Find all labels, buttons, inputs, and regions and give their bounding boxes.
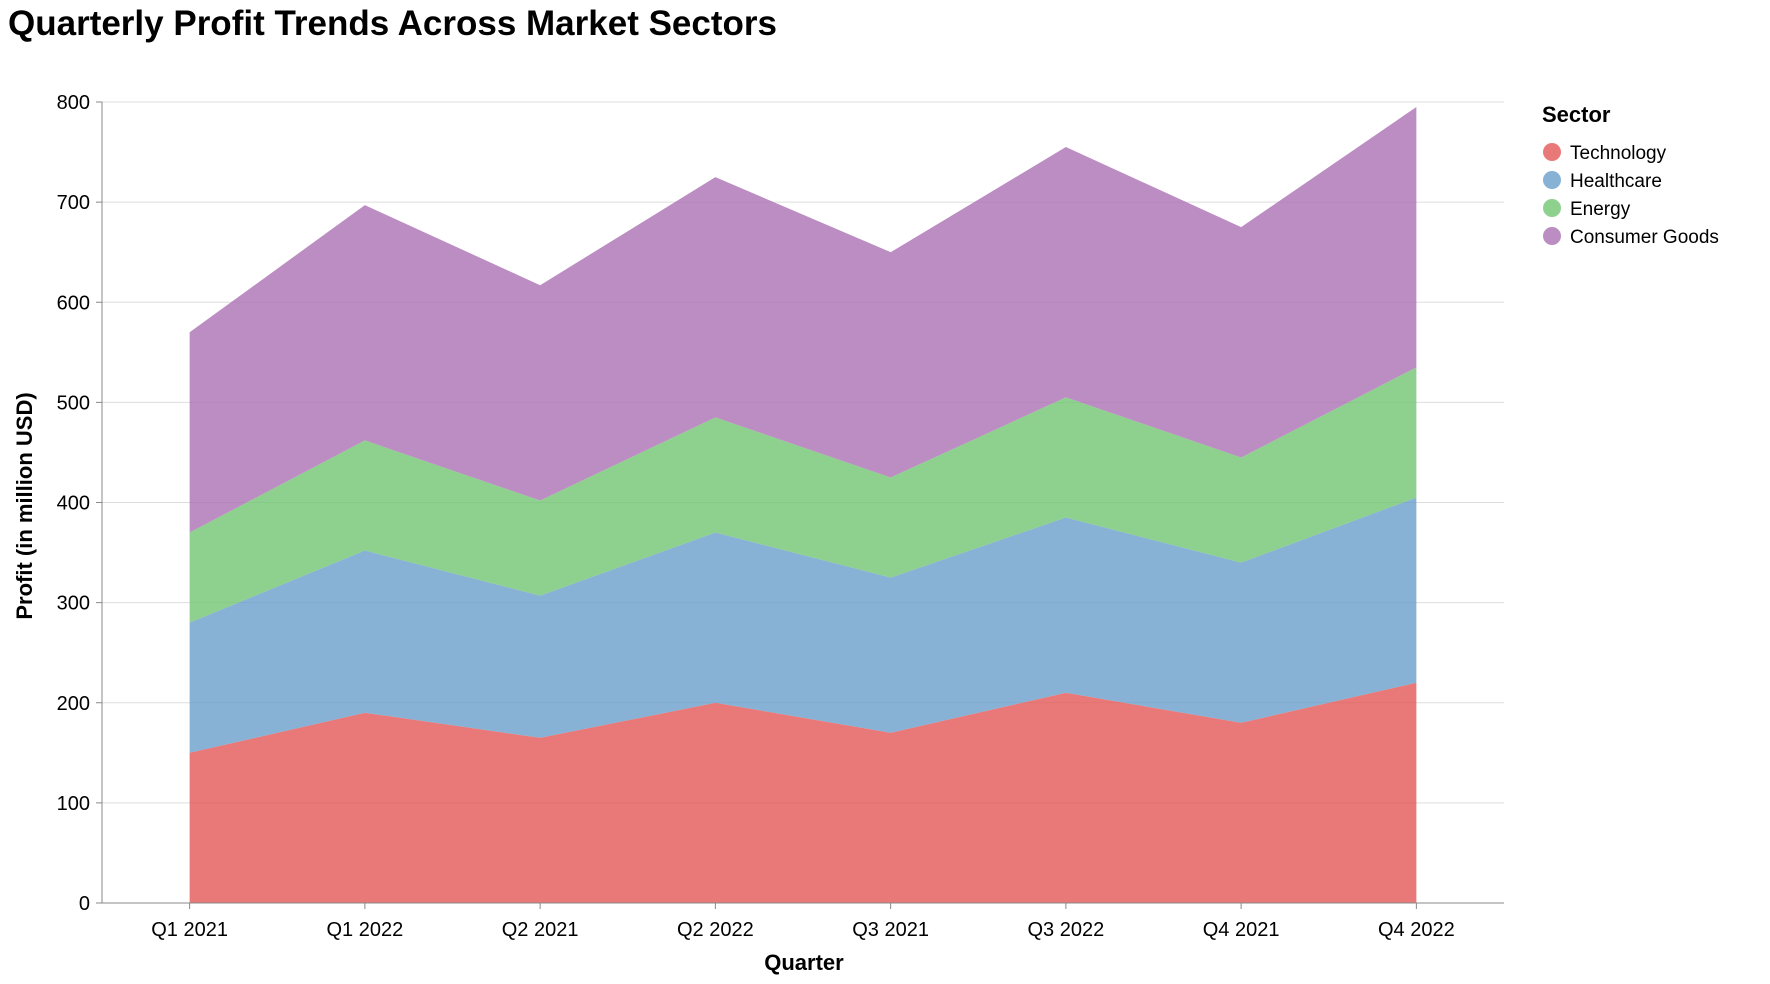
legend-swatch-technology xyxy=(1543,143,1561,161)
area-healthcare xyxy=(189,497,1417,753)
x-tick-label: Q4 2022 xyxy=(1378,919,1455,941)
legend-label-consumer-goods: Consumer Goods xyxy=(1570,227,1719,248)
y-tick-label: 600 xyxy=(57,292,90,314)
x-tick-label: Q3 2021 xyxy=(852,919,929,941)
x-tick-label: Q4 2021 xyxy=(1203,919,1280,941)
y-tick-label: 400 xyxy=(57,493,90,515)
x-axis-title: Quarter xyxy=(764,950,844,975)
legend-label-healthcare: Healthcare xyxy=(1570,171,1662,192)
y-tick-label: 0 xyxy=(79,893,90,915)
axes: 0 100 200 300 400 500 600 700 800 Q1 2021 Q1 2022 Q… xyxy=(57,92,1504,941)
y-tick-label: 300 xyxy=(57,593,90,615)
y-tick-label: 200 xyxy=(57,693,90,715)
area-technology xyxy=(189,682,1417,903)
legend-label-energy: Energy xyxy=(1570,199,1631,220)
legend-label-technology: Technology xyxy=(1570,143,1667,164)
legend-swatch-healthcare xyxy=(1543,171,1561,189)
chart-title: Quarterly Profit Trends Across Market Se… xyxy=(8,4,777,43)
x-tick-label: Q1 2021 xyxy=(151,919,228,941)
legend-swatch-consumer-goods xyxy=(1543,227,1561,245)
x-tick-label: Q2 2021 xyxy=(502,919,579,941)
y-tick-label: 700 xyxy=(57,192,90,214)
y-tick-label: 100 xyxy=(57,793,90,815)
y-axis-title: Profit (in million USD) xyxy=(12,392,37,619)
area-consumer-goods xyxy=(189,107,1417,533)
legend: Sector Technology Healthcare Energy Consume… xyxy=(1542,102,1719,248)
area-energy xyxy=(189,367,1417,623)
x-tick-label: Q3 2022 xyxy=(1028,919,1105,941)
x-tick-label: Q2 2022 xyxy=(677,919,754,941)
stacked-areas xyxy=(189,107,1417,903)
y-tick-label: 500 xyxy=(57,392,90,414)
y-tick-label: 800 xyxy=(57,92,90,114)
legend-title: Sector xyxy=(1542,102,1611,127)
x-tick-label: Q1 2022 xyxy=(327,919,404,941)
legend-swatch-energy xyxy=(1543,199,1561,217)
